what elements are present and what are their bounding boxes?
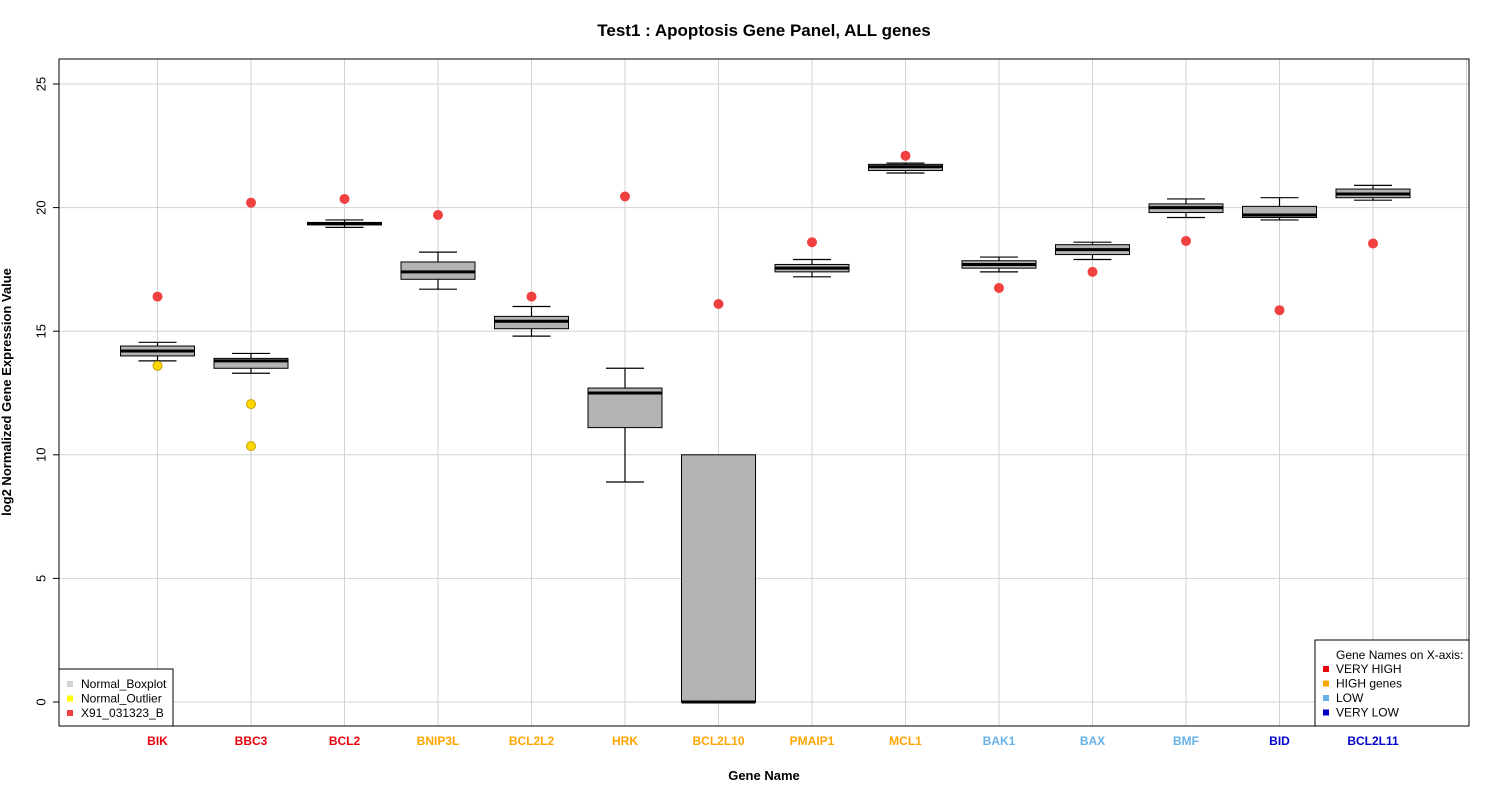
box-bnip3l bbox=[400, 251, 476, 290]
box-body bbox=[213, 357, 289, 369]
box-bik bbox=[120, 341, 195, 362]
legend-label: HIGH genes bbox=[1336, 677, 1402, 691]
normal-outlier-point bbox=[152, 360, 163, 371]
box-body bbox=[587, 387, 663, 429]
box-bid bbox=[1242, 197, 1317, 221]
normal-outlier-point bbox=[246, 399, 256, 410]
box-bax bbox=[1055, 241, 1130, 261]
box-bcl2l11 bbox=[1335, 184, 1411, 201]
legend-swatch bbox=[1323, 709, 1329, 716]
legend-label: VERY LOW bbox=[1336, 706, 1400, 720]
y-tick-label: 0 bbox=[34, 698, 49, 705]
box-bmf bbox=[1148, 198, 1224, 219]
legend-left-box bbox=[58, 668, 174, 727]
x-tick-label: BAK1 bbox=[983, 734, 1016, 748]
legend-right-box bbox=[1314, 639, 1470, 727]
chart-title: Test1 : Apoptosis Gene Panel, ALL genes bbox=[597, 21, 930, 40]
x-tick-label: BCL2L2 bbox=[509, 734, 555, 748]
x-tick-label: BID bbox=[1269, 734, 1290, 748]
legend-swatch bbox=[67, 710, 73, 716]
sample-point bbox=[339, 193, 350, 204]
sample-point bbox=[1087, 266, 1098, 277]
legend-label: LOW bbox=[1336, 691, 1364, 705]
sample-point bbox=[620, 191, 630, 202]
box-body bbox=[1242, 205, 1317, 218]
x-tick-label: BBC3 bbox=[235, 734, 268, 748]
grid-lines bbox=[59, 59, 1469, 726]
legend-swatch bbox=[67, 695, 73, 702]
x-tick-label: BCL2 bbox=[329, 734, 361, 748]
x-axis-ticks: BIK BBC3 BCL2 BNIP3L BCL2L2 HRK BCL2L10 PMAIP1 M… bbox=[147, 734, 1399, 748]
sample-point bbox=[713, 299, 724, 310]
sample-point bbox=[1181, 235, 1191, 246]
y-tick-label: 15 bbox=[34, 324, 49, 338]
point-layer bbox=[152, 150, 1378, 452]
y-tick-label: 20 bbox=[34, 200, 49, 214]
box-bbc3 bbox=[213, 352, 289, 374]
y-axis-ticks: 0 5 10 15 20 25 bbox=[34, 77, 59, 706]
sample-point bbox=[152, 291, 163, 302]
plot-frame bbox=[58, 58, 1470, 727]
box-bcl2 bbox=[307, 219, 382, 228]
sample-point bbox=[433, 210, 443, 221]
x-axis-label: Gene Name bbox=[728, 768, 800, 783]
x-tick-label: BCL2L11 bbox=[1347, 734, 1399, 748]
legend-label: Normal_Outlier bbox=[81, 692, 162, 706]
legend-title: Gene Names on X-axis: bbox=[1336, 648, 1463, 662]
box-bcl2l2 bbox=[494, 305, 569, 337]
legend-swatch bbox=[67, 681, 73, 687]
y-tick-label: 10 bbox=[34, 448, 49, 462]
x-tick-label: MCL1 bbox=[889, 734, 922, 748]
x-tick-label: HRK bbox=[612, 734, 638, 748]
legend-label: X91_031323_B bbox=[81, 706, 164, 720]
sample-point bbox=[246, 197, 256, 208]
sample-point bbox=[994, 282, 1004, 293]
sample-point bbox=[1368, 238, 1378, 249]
box-mcl1 bbox=[868, 162, 943, 174]
normal-outlier-point bbox=[246, 441, 256, 452]
x-tick-label: BCL2L10 bbox=[692, 734, 744, 748]
box-hrk bbox=[587, 367, 663, 483]
x-tick-label: PMAIP1 bbox=[790, 734, 835, 748]
y-tick-label: 5 bbox=[34, 575, 49, 582]
sample-point bbox=[526, 291, 537, 302]
x-tick-label: BAX bbox=[1080, 734, 1105, 748]
sample-point bbox=[1274, 305, 1285, 316]
legend-swatch bbox=[1323, 666, 1329, 672]
legend-swatch bbox=[1323, 695, 1329, 701]
box-pmaip1 bbox=[774, 258, 850, 278]
box-bcl2l10 bbox=[681, 454, 756, 704]
legend-label: Normal_Boxplot bbox=[81, 677, 167, 691]
x-tick-label: BNIP3L bbox=[417, 734, 460, 748]
box-body bbox=[681, 454, 756, 703]
x-tick-label: BIK bbox=[147, 734, 168, 748]
x-tick-label: BMF bbox=[1173, 734, 1199, 748]
legend-label: VERY HIGH bbox=[1336, 662, 1402, 676]
y-axis-label: log2 Normalized Gene Expression Value bbox=[0, 268, 14, 516]
y-tick-label: 25 bbox=[34, 77, 49, 91]
box-layer bbox=[120, 162, 1411, 704]
box-bak1 bbox=[961, 256, 1037, 273]
legend-swatch bbox=[1323, 680, 1329, 687]
sample-point bbox=[900, 150, 911, 161]
sample-point bbox=[807, 237, 817, 248]
